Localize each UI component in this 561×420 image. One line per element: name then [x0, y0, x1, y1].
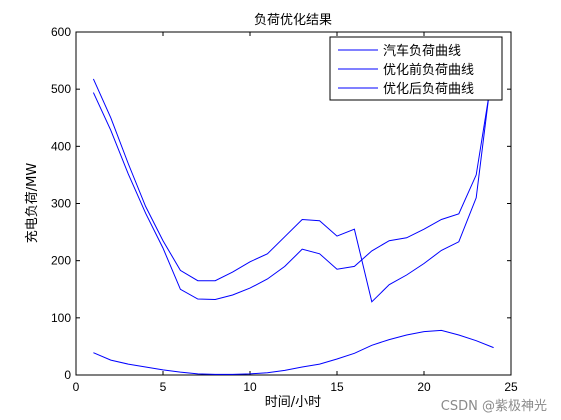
legend: 汽车负荷曲线 优化前负荷曲线 优化后负荷曲线 [329, 36, 503, 101]
x-tick-label: 10 [243, 380, 257, 394]
x-tick-label: 20 [417, 380, 431, 394]
series-line-2 [92, 57, 495, 303]
y-tick-label: 0 [64, 368, 71, 382]
x-tick-label: 25 [504, 380, 518, 394]
y-tick-label: 600 [51, 25, 71, 39]
legend-label-1: 汽车负荷曲线 [383, 43, 461, 59]
series-lines [92, 57, 495, 375]
series-line-3 [92, 66, 495, 301]
x-tick-label: 15 [330, 380, 344, 394]
x-axis-label: 时间/小时 [265, 395, 321, 410]
y-tick-label: 300 [51, 197, 71, 211]
legend-label-3: 优化后负荷曲线 [383, 82, 474, 97]
chart-title: 负荷优化结果 [254, 13, 332, 28]
x-tick-label: 5 [160, 380, 167, 394]
y-tick-label: 400 [51, 139, 71, 153]
y-tick-label: 500 [51, 82, 71, 96]
y-axis-ticks: 0 100 200 300 400 500 600 [51, 25, 511, 382]
series-line-1 [93, 329, 494, 375]
y-axis-label: 充电负荷/MW [24, 163, 40, 244]
watermark: CSDN @紫极神光 [440, 399, 547, 414]
y-tick-label: 100 [51, 311, 71, 325]
x-axis-ticks: 0 5 10 15 20 25 [73, 32, 518, 394]
x-tick-label: 0 [73, 380, 80, 394]
legend-label-2: 优化前负荷曲线 [383, 62, 474, 78]
y-tick-label: 200 [51, 254, 71, 268]
